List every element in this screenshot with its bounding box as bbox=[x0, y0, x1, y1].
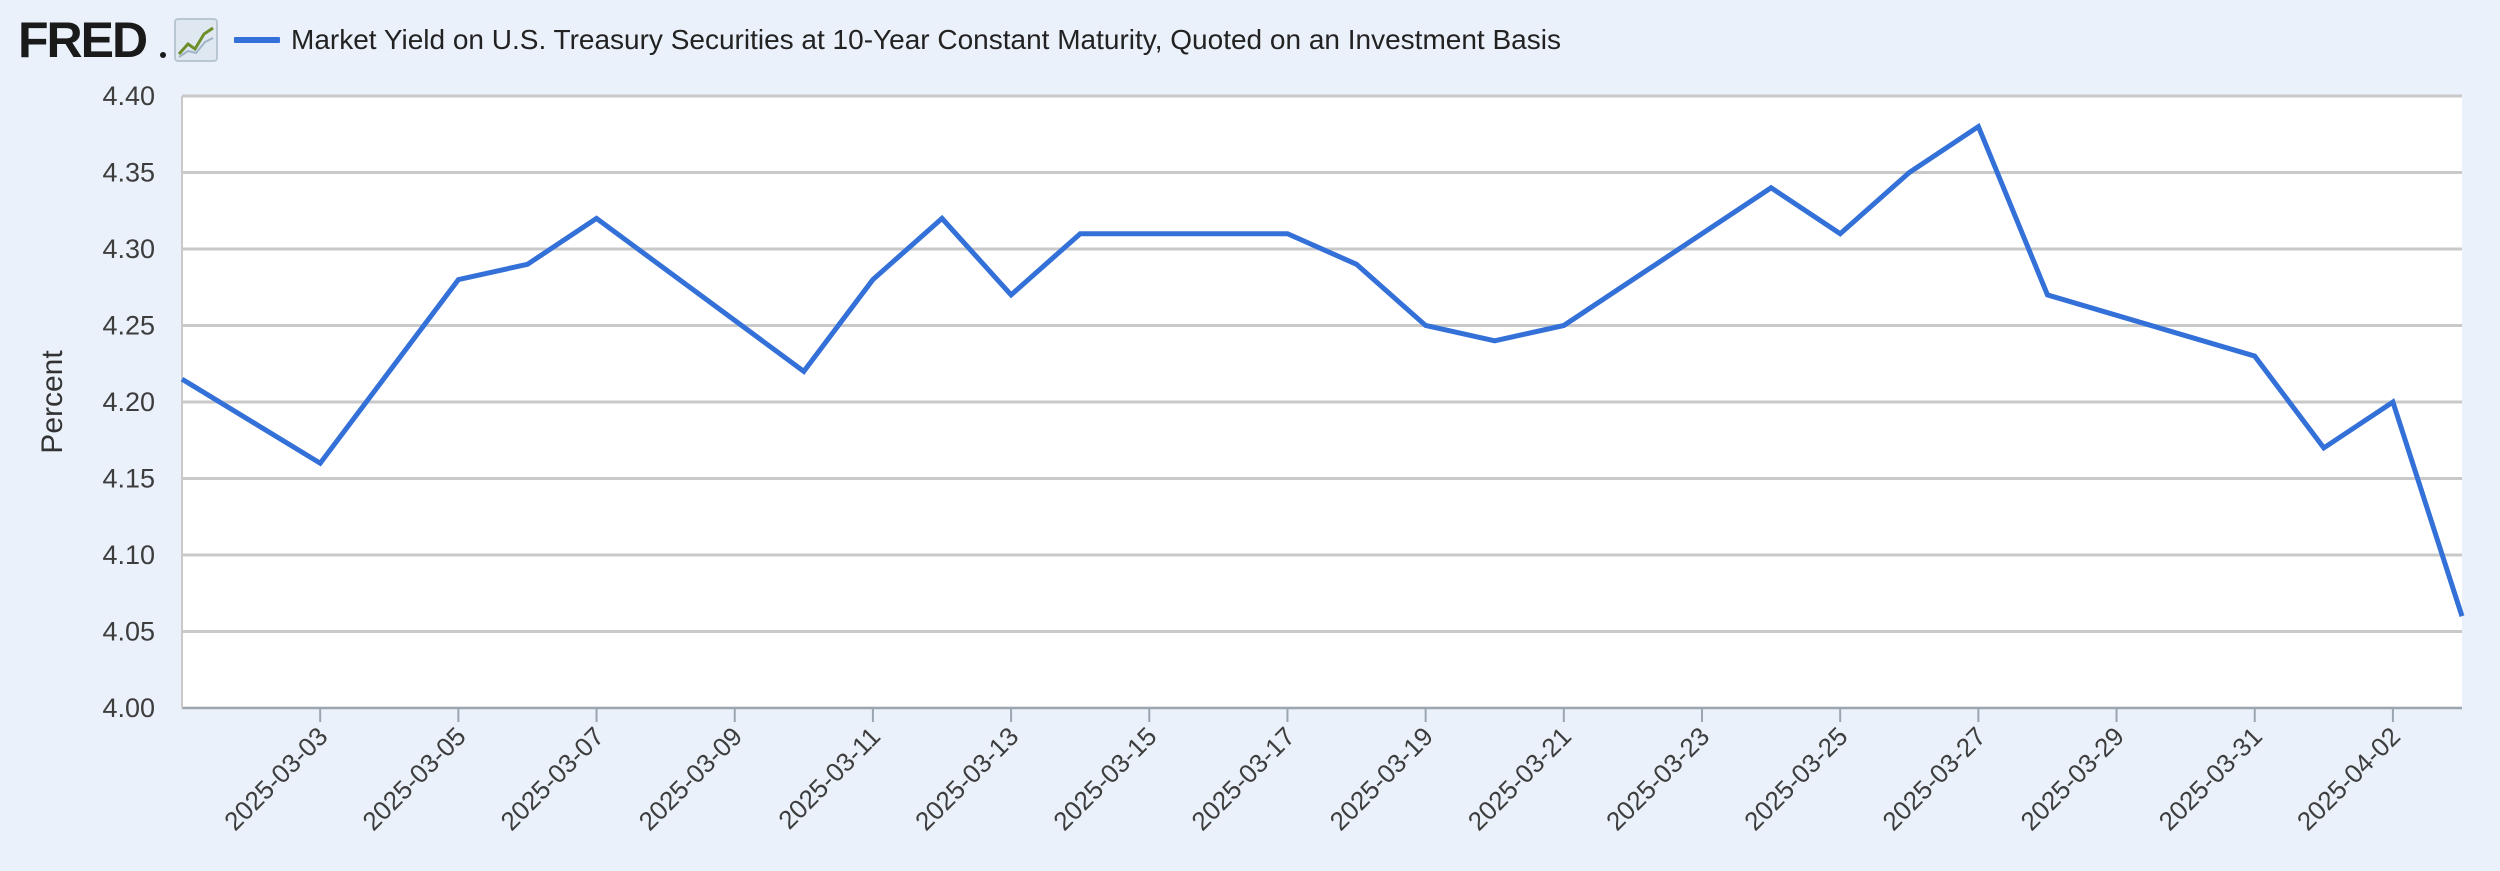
x-tick-label: 2025-03-05 bbox=[356, 721, 471, 836]
data-point[interactable] bbox=[1833, 227, 1847, 241]
x-tick-label: 2025-03-27 bbox=[1876, 721, 1991, 836]
x-tick-label: 2025-03-31 bbox=[2153, 721, 2268, 836]
data-point[interactable] bbox=[2248, 349, 2262, 363]
data-point[interactable] bbox=[451, 273, 465, 287]
data-point[interactable] bbox=[1902, 166, 1916, 180]
data-point[interactable] bbox=[520, 257, 534, 271]
data-point[interactable] bbox=[2455, 609, 2469, 623]
x-tick-label: 2025-03-15 bbox=[1047, 721, 1162, 836]
series-layer bbox=[175, 120, 2469, 623]
y-tick-label: 4.20 bbox=[102, 387, 155, 417]
data-point[interactable] bbox=[590, 211, 604, 225]
x-tick-label: 2025-03-29 bbox=[2015, 721, 2130, 836]
x-tick-label: 2025-03-25 bbox=[1738, 721, 1853, 836]
data-point[interactable] bbox=[1419, 319, 1433, 333]
data-point[interactable] bbox=[1350, 257, 1364, 271]
x-axis bbox=[181, 96, 2462, 722]
fred-logo-registered-dot bbox=[160, 52, 166, 58]
chart-header: FRED Market Yield on U.S. Treasury Secur… bbox=[0, 0, 2500, 80]
y-tick-label: 4.40 bbox=[102, 81, 155, 111]
x-tick-label: 2025-03-03 bbox=[218, 721, 333, 836]
y-axis-title: Percent bbox=[36, 350, 69, 454]
data-point[interactable] bbox=[175, 372, 189, 386]
data-point[interactable] bbox=[1488, 334, 1502, 348]
data-point[interactable] bbox=[2040, 288, 2054, 302]
legend-series-label: Market Yield on U.S. Treasury Securities… bbox=[291, 24, 1561, 55]
x-tick-label: 2025-04-02 bbox=[2291, 721, 2406, 836]
x-tick-label: 2025-03-21 bbox=[1462, 721, 1577, 836]
y-axis-tick-labels: 4.00 4.05 4.10 4.15 4.20 4.25 4.30 4.35 4.40 bbox=[102, 81, 155, 723]
data-point[interactable] bbox=[1971, 120, 1985, 134]
y-tick-label: 4.15 bbox=[102, 464, 155, 494]
legend-swatch bbox=[234, 37, 280, 43]
y-tick-label: 4.00 bbox=[102, 693, 155, 723]
y-tick-label: 4.05 bbox=[102, 617, 155, 647]
y-tick-label: 4.30 bbox=[102, 234, 155, 264]
data-point[interactable] bbox=[866, 273, 880, 287]
data-point[interactable] bbox=[313, 456, 327, 470]
x-tick-label: 2025-03-11 bbox=[772, 721, 886, 835]
y-tick-label: 4.10 bbox=[102, 540, 155, 570]
x-axis-tick-labels: 2025-03-03 2025-03-05 2025-03-07 2025-03-09… bbox=[218, 721, 2406, 836]
x-tick-label: 2025-03-17 bbox=[1185, 721, 1300, 836]
fred-chart-icon bbox=[174, 18, 218, 62]
x-tick-label: 2025-03-19 bbox=[1324, 721, 1439, 836]
data-point[interactable] bbox=[1557, 319, 1571, 333]
y-tick-label: 4.35 bbox=[102, 158, 155, 188]
x-tick-label: 2025-03-09 bbox=[633, 721, 748, 836]
series-line-0[interactable] bbox=[180, 122, 2465, 617]
x-tick-label: 2025-03-13 bbox=[909, 721, 1024, 836]
data-point[interactable] bbox=[2386, 395, 2400, 409]
y-tick-label: 4.25 bbox=[102, 311, 155, 341]
data-point[interactable] bbox=[797, 364, 811, 378]
data-point[interactable] bbox=[1004, 288, 1018, 302]
data-point[interactable] bbox=[935, 211, 949, 225]
x-tick-label: 2025-03-23 bbox=[1600, 721, 1715, 836]
data-point[interactable] bbox=[1764, 181, 1778, 195]
data-point[interactable] bbox=[1073, 227, 1087, 241]
data-point[interactable] bbox=[1280, 227, 1294, 241]
data-point[interactable] bbox=[2317, 441, 2331, 455]
fred-logo[interactable]: FRED bbox=[18, 12, 148, 68]
x-tick-label: 2025-03-07 bbox=[495, 721, 610, 836]
